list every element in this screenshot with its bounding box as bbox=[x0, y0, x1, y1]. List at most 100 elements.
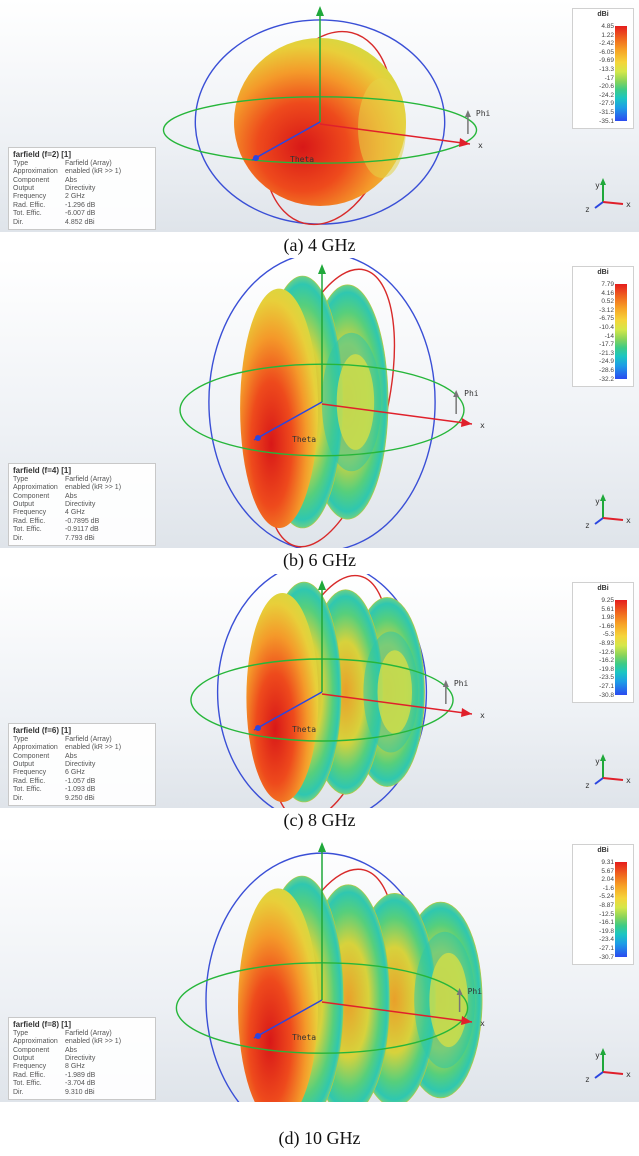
farfield-info-value: 7.793 dBi bbox=[65, 534, 95, 542]
farfield-info-value: 4.852 dBi bbox=[65, 218, 95, 226]
legend-tick-label: 9.25 bbox=[601, 597, 614, 604]
triad-z-label: z bbox=[585, 781, 590, 790]
farfield-info-key: Tot. Effic. bbox=[13, 526, 42, 534]
triad-y-label: y bbox=[595, 757, 600, 766]
farfield-info-key: Rad. Effic. bbox=[13, 777, 46, 785]
farfield-info-key: Output bbox=[13, 1055, 35, 1063]
farfield-info-title: farfield (f=6) [1] bbox=[13, 725, 72, 735]
blue-ring bbox=[208, 258, 436, 548]
legend-tick-label: -19.8 bbox=[599, 665, 614, 673]
y-axis-arrow bbox=[316, 6, 324, 16]
farfield-info-row: Type Farfield (Array) bbox=[13, 1030, 151, 1038]
farfield-info-key: Component bbox=[13, 176, 50, 184]
phi-label: Phi bbox=[468, 987, 483, 996]
farfield-info-key: Type bbox=[13, 475, 29, 483]
legend-unit: dBi bbox=[597, 847, 609, 854]
farfield-info-key: Component bbox=[13, 1046, 50, 1054]
farfield-info-row: Dir. 9.250 dBi bbox=[13, 795, 151, 803]
farfield-info-value: -3.704 dB bbox=[65, 1080, 96, 1088]
farfield-info-key: Approximation bbox=[13, 484, 58, 492]
legend-tick-label: -5.3 bbox=[602, 631, 614, 639]
farfield-info-row: Component Abs bbox=[13, 753, 151, 761]
farfield-info-value: Directivity bbox=[65, 761, 96, 769]
farfield-info-row: Approximation enabled (kR >> 1) bbox=[13, 1038, 151, 1046]
legend-tick-label: 1.22 bbox=[601, 31, 614, 39]
farfield-panel: Phi Theta x y x z farfield (f=6) [1] Type Farfie… bbox=[0, 574, 639, 808]
triad-z-label: z bbox=[585, 205, 590, 214]
farfield-info-key: Tot. Effic. bbox=[13, 786, 42, 794]
legend-tick-label: -20.6 bbox=[599, 83, 614, 91]
legend-unit: dBi bbox=[597, 585, 609, 592]
triad-x-axis bbox=[602, 201, 624, 205]
legend-unit: dBi bbox=[597, 269, 609, 276]
farfield-info-key: Approximation bbox=[13, 744, 58, 752]
legend-tick-label: 1.98 bbox=[601, 614, 614, 622]
color-scale-bar bbox=[615, 862, 627, 957]
farfield-info-key: Rad. Effic. bbox=[13, 517, 46, 525]
legend-tick-label: -30.8 bbox=[599, 691, 614, 699]
panel-caption: (d) 10 GHz bbox=[278, 1128, 361, 1148]
legend-tick-label: -12.5 bbox=[599, 910, 614, 918]
farfield-info-key: Frequency bbox=[13, 769, 47, 777]
legend-tick-label: -8.93 bbox=[599, 640, 614, 647]
farfield-info-title: farfield (f=4) [1] bbox=[13, 465, 72, 475]
main-lobe bbox=[246, 593, 319, 802]
farfield-info-key: Rad. Effic. bbox=[13, 1071, 46, 1079]
farfield-info-row: Tot. Effic. -0.9117 dB bbox=[13, 526, 151, 534]
legend-tick-label: 7.79 bbox=[601, 281, 614, 288]
legend-tick-label: -27.1 bbox=[599, 945, 614, 952]
x-label: x bbox=[478, 141, 483, 150]
legend-tick-label: -35.1 bbox=[599, 117, 614, 125]
legend-tick-label: -27.9 bbox=[599, 100, 614, 108]
legend-tick-label: -16.1 bbox=[599, 919, 614, 927]
farfield-info-value: Abs bbox=[65, 752, 78, 760]
farfield-info-value: Directivity bbox=[65, 1055, 96, 1063]
legend-tick-label: -3.12 bbox=[599, 306, 614, 314]
x-axis-arrow bbox=[459, 138, 470, 147]
farfield-info-key: Frequency bbox=[13, 193, 47, 201]
main-lobe bbox=[240, 288, 319, 528]
farfield-info-box: farfield (f=2) [1] Type Farfield (Array) Ap… bbox=[8, 146, 156, 231]
phi-label: Phi bbox=[454, 679, 469, 688]
x-label: x bbox=[480, 421, 485, 430]
triad-y-label: y bbox=[595, 497, 600, 506]
legend-tick-label: -32.2 bbox=[599, 375, 614, 383]
farfield-info-title: farfield (f=2) [1] bbox=[13, 149, 72, 159]
x-label: x bbox=[480, 711, 485, 720]
farfield-info-row: Type Farfield (Array) bbox=[13, 736, 151, 744]
legend-tick-label: -16.2 bbox=[599, 657, 614, 665]
triad-y-label: y bbox=[595, 181, 600, 190]
triad-y-label: y bbox=[595, 1051, 600, 1060]
farfield-info-value: enabled (kR >> 1) bbox=[65, 744, 122, 752]
blue-ring bbox=[216, 574, 428, 808]
farfield-info-key: Dir. bbox=[13, 1088, 24, 1096]
farfield-info-value: -1.057 dB bbox=[65, 777, 96, 785]
legend-tick-label: 5.67 bbox=[601, 867, 614, 875]
farfield-info-key: Output bbox=[13, 761, 35, 769]
farfield-info-value: 9.310 dBi bbox=[65, 1088, 95, 1096]
color-scale-legend: dBi 4.85 1.22 -2.42 -6.05 -9.69 -13.3 -17 -20.6-… bbox=[572, 8, 634, 129]
farfield-info-box: farfield (f=6) [1] Type Farfield (Array) Ap… bbox=[8, 722, 156, 807]
farfield-info-key: Approximation bbox=[13, 1038, 58, 1046]
legend-tick-label: -17.7 bbox=[599, 341, 614, 349]
farfield-info-key: Approximation bbox=[13, 168, 58, 176]
farfield-info-value: 4 GHz bbox=[65, 509, 85, 517]
farfield-info-value: -6.007 dB bbox=[65, 210, 96, 218]
farfield-info-value: enabled (kR >> 1) bbox=[65, 484, 122, 492]
triad-z-label: z bbox=[585, 1075, 590, 1084]
triad-z-axis bbox=[594, 777, 604, 785]
farfield-info-row: Type Farfield (Array) bbox=[13, 476, 151, 484]
farfield-panel: Phi Theta x y x z farfield (f=2) [1] Type Farfie… bbox=[0, 0, 639, 232]
farfield-info-value: enabled (kR >> 1) bbox=[65, 1038, 122, 1046]
farfield-info-key: Output bbox=[13, 501, 35, 509]
farfield-info-row: Component Abs bbox=[13, 1047, 151, 1055]
farfield-info-value: Farfield (Array) bbox=[65, 1029, 112, 1037]
farfield-info-row: Approximation enabled (kR >> 1) bbox=[13, 484, 151, 492]
farfield-info-row: Tot. Effic. -3.704 dB bbox=[13, 1080, 151, 1088]
triad-x-axis bbox=[602, 517, 624, 521]
farfield-info-row: Dir. 9.310 dBi bbox=[13, 1089, 151, 1097]
phi-label: Phi bbox=[464, 389, 479, 398]
farfield-info-row: Tot. Effic. -6.007 dB bbox=[13, 210, 151, 218]
farfield-info-box: farfield (f=8) [1] Type Farfield (Array) Ap… bbox=[8, 1016, 156, 1101]
panel-caption: (b) 6 GHz bbox=[283, 550, 356, 570]
